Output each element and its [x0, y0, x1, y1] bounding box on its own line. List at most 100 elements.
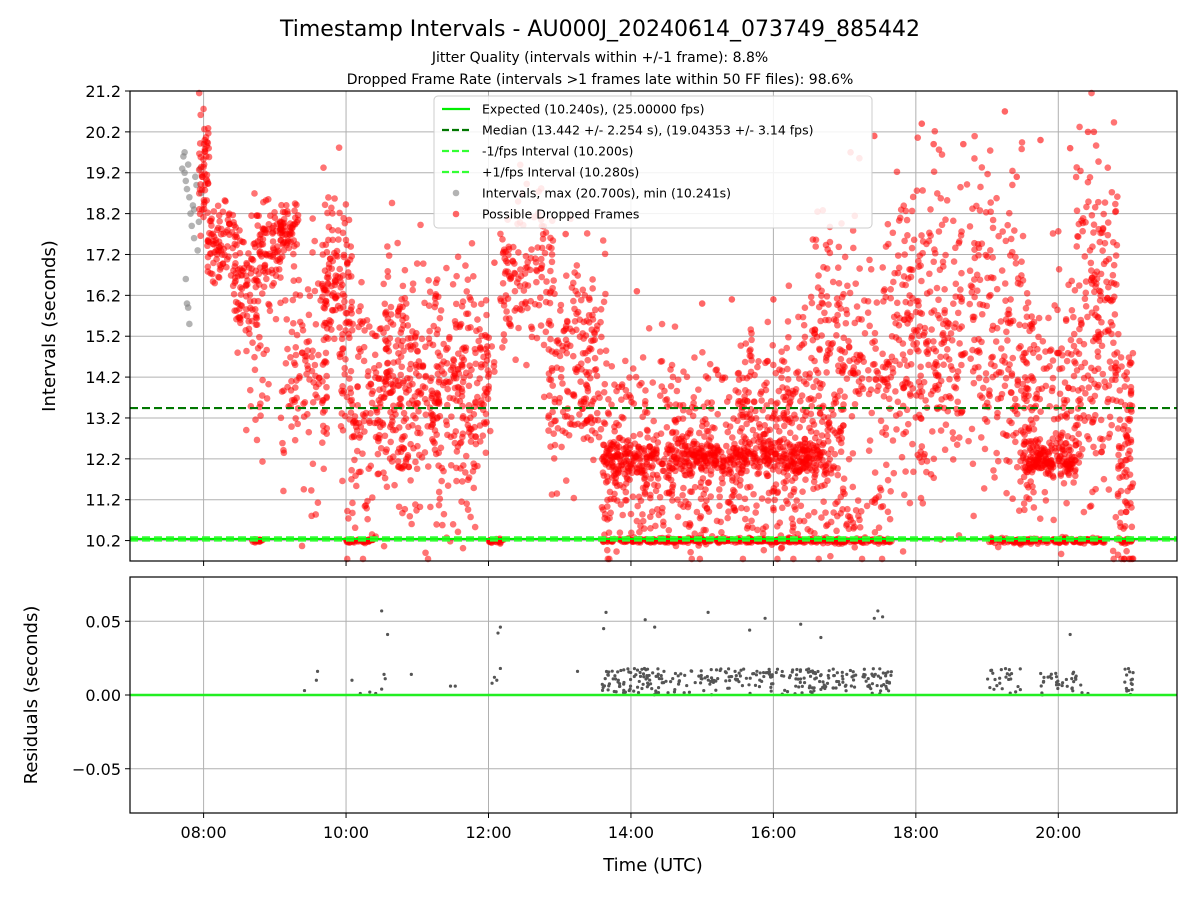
dropped-frame-point — [1062, 317, 1070, 324]
dropped-frame-point — [247, 304, 254, 312]
dropped-frame-point — [224, 243, 231, 250]
dropped-frame-point — [303, 370, 310, 378]
dropped-frame-point — [1020, 473, 1028, 481]
dropped-frame-point — [1049, 374, 1057, 382]
dropped-frame-point — [464, 324, 472, 332]
dropped-frame-point — [940, 361, 947, 368]
dropped-frame-point — [458, 478, 466, 485]
dropped-frame-point — [394, 382, 402, 390]
dropped-frame-point — [458, 354, 466, 362]
dropped-frame-point — [381, 474, 389, 482]
dropped-frame-point — [348, 304, 355, 311]
dropped-frame-point — [1095, 158, 1102, 165]
dropped-frame-point — [909, 193, 917, 201]
dropped-frame-point — [522, 252, 530, 260]
dropped-frame-point — [246, 330, 253, 338]
dropped-frame-point — [440, 510, 448, 518]
dropped-frame-point — [311, 287, 319, 295]
dropped-frame-point — [818, 514, 825, 521]
dropped-frame-point — [419, 362, 426, 370]
dropped-frame-point — [453, 272, 460, 280]
dropped-frame-point — [621, 470, 629, 478]
dropped-frame-point — [294, 216, 302, 224]
dropped-frame-point — [917, 372, 925, 380]
dropped-frame-point — [931, 127, 939, 135]
dropped-frame-point — [545, 427, 552, 434]
dropped-frame-point — [539, 235, 547, 243]
dropped-frame-point — [877, 503, 885, 511]
dropped-frame-point — [407, 477, 414, 484]
dropped-frame-point — [464, 506, 472, 513]
dropped-frame-point — [477, 300, 485, 308]
dropped-frame-point — [611, 490, 618, 498]
dropped-frame-point — [397, 342, 405, 349]
dropped-frame-point — [1021, 374, 1029, 381]
dropped-frame-point — [1110, 339, 1117, 347]
dropped-frame-point — [703, 427, 711, 435]
dropped-frame-point — [371, 351, 379, 359]
dropped-frame-point — [874, 369, 882, 377]
dropped-frame-point — [752, 414, 760, 422]
dropped-frame-point — [1021, 449, 1029, 456]
dropped-frame-point — [435, 501, 443, 509]
dropped-frame-point — [714, 464, 721, 472]
dropped-frame-point — [388, 199, 396, 207]
dropped-frame-point — [998, 345, 1005, 352]
dropped-frame-point — [299, 327, 307, 334]
dropped-frame-point — [677, 501, 684, 508]
dropped-frame-point — [928, 309, 935, 316]
dropped-frame-point — [284, 345, 291, 353]
dropped-frame-point — [612, 479, 620, 486]
dropped-frame-point — [204, 253, 212, 261]
residual-point — [733, 669, 737, 673]
dropped-frame-point — [986, 247, 994, 254]
dropped-frame-point — [689, 412, 697, 420]
dropped-frame-point — [586, 374, 594, 382]
dropped-frame-point — [731, 507, 739, 514]
dropped-frame-point — [1092, 335, 1100, 343]
dropped-frame-point — [699, 349, 706, 356]
dropped-frame-point — [783, 344, 791, 352]
dropped-frame-point — [532, 259, 540, 266]
dropped-frame-point — [654, 505, 661, 513]
dropped-frame-point — [304, 347, 311, 354]
dropped-frame-point — [810, 478, 818, 486]
dropped-frame-point — [742, 386, 749, 394]
dropped-frame-point — [577, 398, 585, 405]
dropped-frame-point — [484, 395, 492, 403]
dropped-frame-point — [1080, 374, 1088, 382]
dropped-frame-point — [548, 251, 556, 258]
dropped-frame-point — [501, 337, 508, 344]
dropped-frame-point — [919, 238, 927, 245]
dropped-frame-point — [280, 247, 288, 254]
dropped-frame-point — [979, 384, 987, 392]
dropped-frame-point — [383, 483, 391, 491]
dropped-frame-point — [851, 370, 859, 378]
dropped-frame-point — [971, 293, 978, 301]
dropped-frame-point — [593, 326, 600, 333]
dropped-frame-point — [214, 224, 222, 232]
dropped-frame-point — [793, 497, 800, 504]
dropped-frame-point — [290, 359, 298, 367]
dropped-frame-point — [660, 522, 667, 529]
dropped-frame-point — [1003, 457, 1010, 464]
dropped-frame-point — [1106, 430, 1114, 438]
dropped-frame-point — [647, 525, 654, 532]
dropped-frame-point — [348, 298, 356, 306]
dropped-frame-point — [1024, 385, 1032, 393]
dropped-frame-point — [966, 267, 974, 275]
dropped-frame-point — [969, 205, 976, 212]
dropped-frame-point — [323, 286, 330, 294]
dropped-frame-point — [294, 420, 301, 428]
dropped-frame-point — [1075, 430, 1082, 438]
dropped-frame-point — [641, 397, 649, 405]
dropped-frame-point — [780, 358, 788, 365]
dropped-frame-point — [533, 334, 541, 342]
dropped-frame-point — [201, 136, 209, 144]
dropped-frame-point — [650, 448, 658, 456]
dropped-frame-point — [794, 453, 801, 460]
dropped-frame-point — [718, 475, 726, 482]
dropped-frame-point — [984, 170, 991, 178]
dropped-frame-point — [281, 209, 289, 216]
dropped-frame-point — [1119, 473, 1126, 480]
